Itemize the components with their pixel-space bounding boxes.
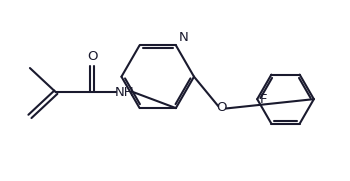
Text: NH: NH (115, 86, 135, 99)
Text: N: N (178, 31, 188, 44)
Text: F: F (260, 93, 267, 106)
Text: O: O (87, 50, 97, 63)
Text: O: O (216, 101, 227, 114)
